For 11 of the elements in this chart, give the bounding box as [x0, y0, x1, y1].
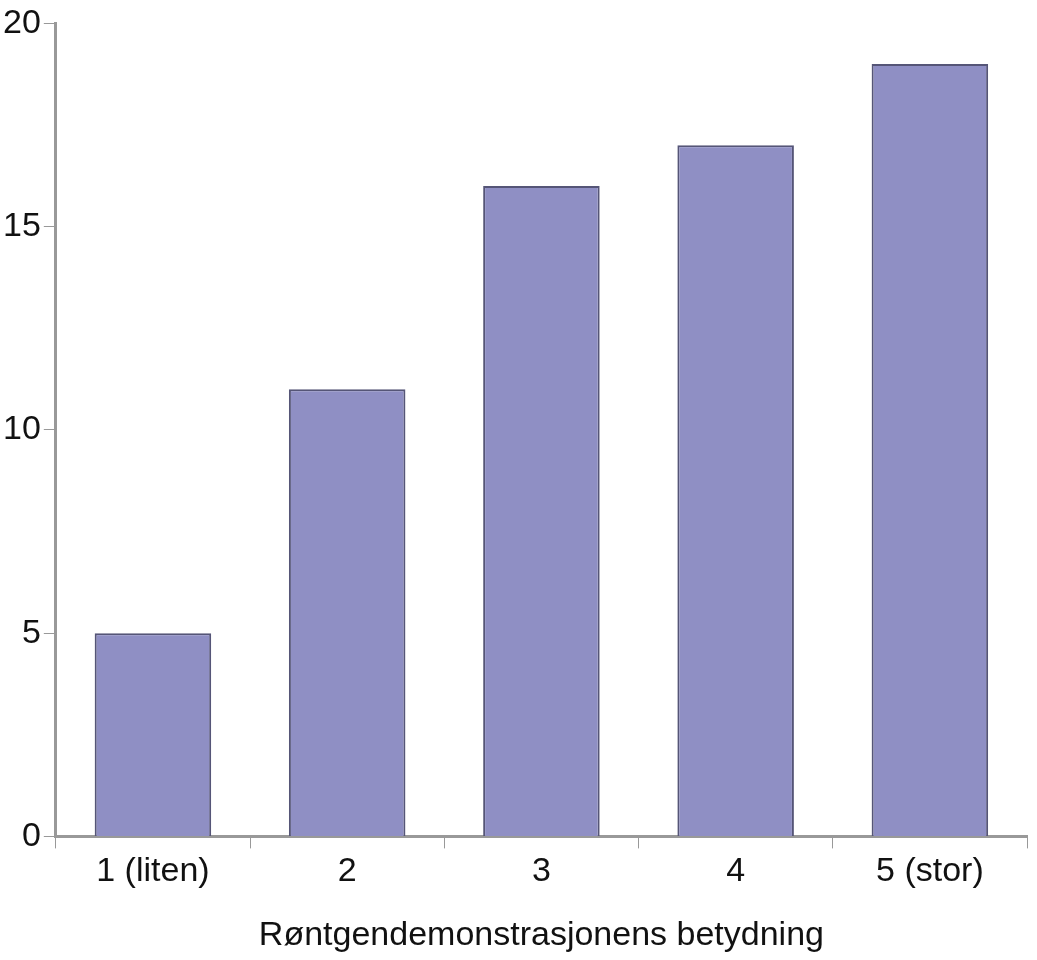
y-tick-label: 0 — [21, 814, 41, 853]
x-tick-label: 4 — [726, 850, 746, 889]
x-tick-label: 5 (stor) — [876, 850, 984, 889]
x-tick-label: 3 — [531, 850, 551, 889]
y-tick-label: 20 — [2, 1, 41, 40]
y-tick-label: 15 — [2, 205, 41, 244]
x-tick-label: 2 — [337, 850, 357, 889]
x-axis-title: Røntgendemonstrasjonens betydning — [258, 913, 824, 952]
x-tick-label: 1 (liten) — [96, 850, 210, 889]
y-tick-label: 10 — [2, 408, 41, 447]
y-tick-label: 5 — [21, 611, 41, 650]
